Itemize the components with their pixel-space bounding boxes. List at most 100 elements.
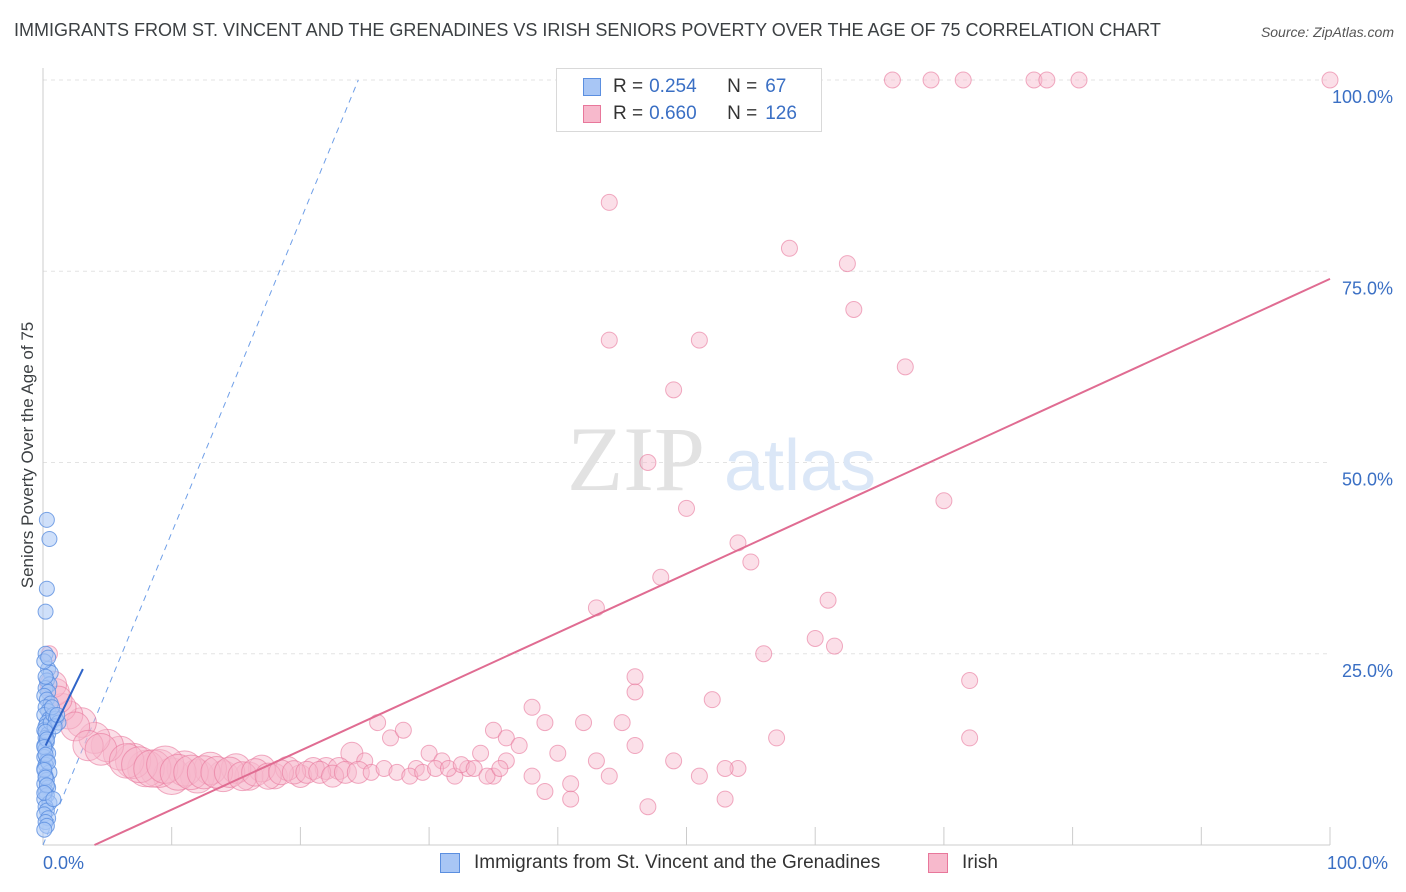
irish-point bbox=[626, 683, 644, 701]
irish-point bbox=[587, 752, 605, 770]
trend-line-immigrants bbox=[44, 668, 84, 746]
irish-point bbox=[439, 760, 457, 777]
irish-point bbox=[465, 760, 483, 777]
irish-point bbox=[321, 764, 345, 788]
irish-point bbox=[600, 331, 618, 349]
irish-point bbox=[281, 760, 307, 785]
irish-point bbox=[896, 358, 914, 376]
y-tick-label: 75.0% bbox=[1342, 278, 1393, 298]
irish-point bbox=[826, 637, 844, 655]
irish-point bbox=[72, 729, 104, 762]
irish-point bbox=[600, 193, 618, 211]
legend-r-label: R = bbox=[613, 76, 644, 97]
irish-point bbox=[883, 71, 901, 89]
irish-point bbox=[961, 729, 979, 747]
series-name: Immigrants from St. Vincent and the Gren… bbox=[474, 852, 881, 873]
irish-point bbox=[523, 698, 541, 716]
immigrants-point bbox=[38, 580, 55, 597]
irish-point bbox=[375, 760, 393, 777]
irish-point bbox=[639, 454, 657, 471]
legend-r-value: 0.660 bbox=[649, 103, 697, 124]
irish-point bbox=[497, 729, 515, 747]
irish-point bbox=[295, 760, 319, 784]
legend-n-label: N = bbox=[727, 76, 758, 97]
irish-point bbox=[420, 744, 438, 762]
irish-point bbox=[314, 757, 338, 780]
irish-point bbox=[690, 767, 708, 785]
irish-point bbox=[381, 729, 399, 747]
irish-point bbox=[922, 71, 940, 89]
series-swatch-blue bbox=[440, 853, 460, 873]
legend-swatch-pink bbox=[583, 105, 601, 123]
irish-point bbox=[716, 790, 734, 808]
immigrants-point bbox=[37, 603, 54, 620]
series-legend: Immigrants from St. Vincent and the Gren… bbox=[0, 852, 1406, 878]
irish-point bbox=[388, 763, 406, 781]
irish-point bbox=[333, 760, 357, 784]
irish-point bbox=[1070, 71, 1088, 89]
irish-point bbox=[394, 721, 412, 739]
legend-n-value: 67 bbox=[765, 76, 787, 97]
legend-r-value: 0.254 bbox=[649, 76, 697, 97]
trend-line-irish bbox=[94, 277, 1331, 846]
legend-n-value: 126 bbox=[765, 103, 797, 124]
irish-point bbox=[427, 760, 445, 777]
legend-n-label: N = bbox=[727, 103, 758, 124]
series-legend-irish[interactable]: Irish bbox=[928, 852, 998, 874]
irish-point bbox=[327, 757, 351, 780]
irish-point bbox=[146, 745, 185, 784]
immigrants-point bbox=[40, 649, 57, 666]
stats-legend: R = 0.254 N = 67 R = 0.660 N = 126 bbox=[556, 68, 822, 132]
irish-point bbox=[549, 744, 567, 762]
irish-point bbox=[742, 553, 760, 571]
irish-point bbox=[665, 752, 683, 770]
irish-point bbox=[193, 751, 228, 786]
irish-point bbox=[414, 763, 432, 781]
immigrants-point bbox=[37, 668, 54, 685]
irish-point bbox=[806, 629, 824, 647]
legend-r-label: R = bbox=[613, 103, 644, 124]
irish-point bbox=[819, 591, 837, 609]
source-credit: Source: ZipAtlas.com bbox=[1260, 24, 1394, 40]
irish-point bbox=[536, 782, 554, 800]
irish-point bbox=[935, 492, 953, 510]
irish-point bbox=[838, 255, 856, 273]
irish-point bbox=[639, 798, 657, 816]
irish-point bbox=[678, 499, 695, 517]
irish-point bbox=[780, 239, 798, 257]
irish-point bbox=[626, 737, 644, 755]
immigrants-point bbox=[41, 531, 58, 547]
y-tick-label: 100.0% bbox=[1332, 87, 1393, 107]
series-swatch-pink bbox=[928, 853, 948, 873]
irish-point bbox=[690, 331, 708, 349]
irish-point bbox=[1321, 71, 1339, 89]
immigrants-point bbox=[45, 791, 62, 808]
irish-point bbox=[954, 71, 972, 89]
irish-point bbox=[1038, 71, 1056, 89]
irish-point bbox=[536, 714, 554, 732]
irish-point bbox=[575, 714, 593, 732]
irish-point bbox=[84, 733, 118, 766]
immigrants-point bbox=[36, 821, 53, 838]
irish-point bbox=[510, 737, 528, 755]
y-tick-label: 50.0% bbox=[1342, 470, 1393, 490]
series-legend-immigrants[interactable]: Immigrants from St. Vincent and the Gren… bbox=[440, 852, 880, 874]
irish-point bbox=[523, 767, 541, 785]
legend-row-immigrants: R = 0.254 N = 67 bbox=[583, 74, 786, 100]
watermark-zip: ZIP bbox=[567, 408, 705, 510]
irish-point bbox=[401, 767, 419, 785]
irish-point bbox=[186, 755, 221, 790]
legend-swatch-blue bbox=[583, 78, 601, 96]
y-tick-label: 25.0% bbox=[1342, 661, 1393, 681]
irish-point bbox=[484, 721, 502, 739]
irish-point bbox=[703, 691, 721, 709]
chart-title: IMMIGRANTS FROM ST. VINCENT AND THE GREN… bbox=[14, 20, 1161, 40]
irish-point bbox=[600, 767, 618, 785]
irish-point bbox=[288, 764, 313, 788]
irish-point bbox=[133, 749, 172, 788]
irish-point bbox=[613, 714, 631, 732]
irish-point bbox=[478, 767, 496, 785]
irish-point bbox=[729, 760, 747, 777]
legend-row-irish: R = 0.660 N = 126 bbox=[583, 101, 797, 127]
